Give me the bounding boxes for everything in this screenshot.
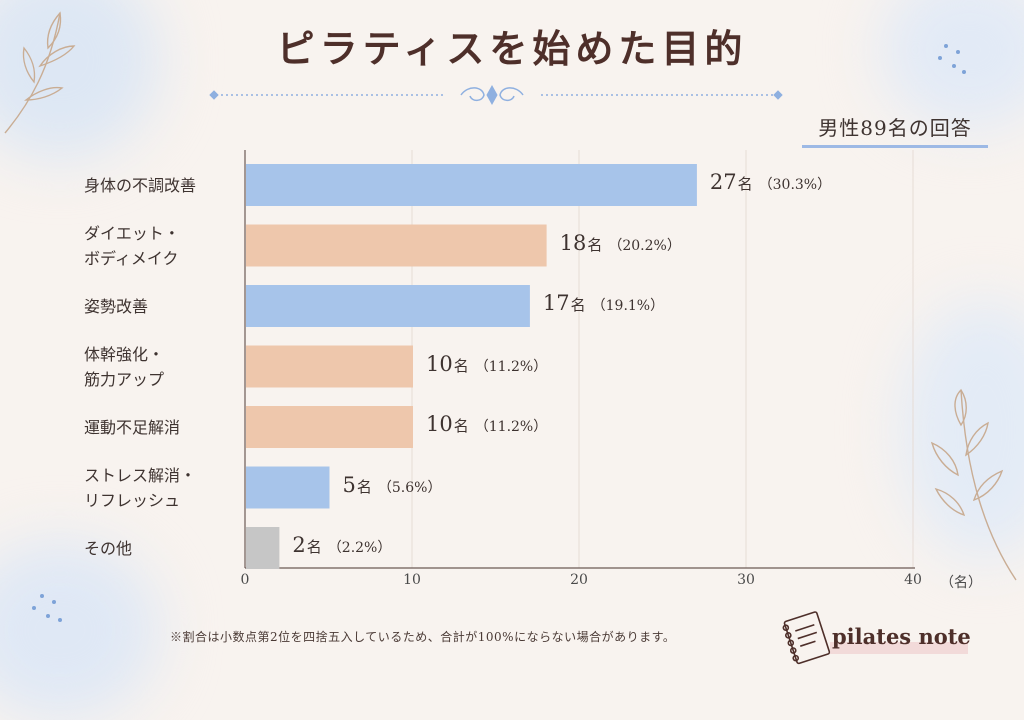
x-tick-label: 0	[240, 572, 250, 588]
footnote: ※割合は小数点第2位を四捨五入しているため、合計が100%にならない場合がありま…	[170, 630, 676, 644]
value-label: 10名 （11.2%）	[426, 352, 547, 376]
category-label-line: ボディメイク	[84, 248, 179, 268]
category-label: 運動不足解消	[84, 415, 180, 440]
value-unit: 名	[587, 235, 603, 254]
bar	[246, 345, 413, 388]
category-label: 体幹強化・筋力アップ	[84, 342, 164, 392]
category-label-line: その他	[84, 538, 133, 558]
bar	[246, 527, 280, 569]
value-number: 10	[426, 412, 453, 436]
respondent-subtitle: 男性89名の回答	[802, 112, 988, 148]
bar-chart	[244, 150, 915, 569]
bar	[246, 285, 530, 327]
bar	[246, 224, 547, 267]
value-label: 5名 （5.6%）	[343, 473, 442, 497]
category-label: ダイエット・ ボディメイク	[84, 221, 180, 271]
value-number: 17	[542, 291, 570, 315]
bar	[246, 164, 697, 206]
x-tick-label: 10	[403, 572, 421, 588]
brand-logo-text: pilates note	[832, 624, 971, 649]
value-number: 10	[426, 351, 453, 376]
bar	[246, 466, 330, 509]
category-label: その他	[84, 536, 132, 561]
notebook-icon	[782, 611, 831, 665]
value-label: 2名 （2.2%）	[292, 533, 391, 557]
value-percent: （11.2%）	[474, 419, 548, 435]
category-label-line: リフレッシュ	[84, 490, 181, 510]
bg-blob-right	[900, 300, 1024, 560]
category-label-line: 体幹強化・	[84, 344, 165, 364]
category-label-line: 運動不足解消	[84, 417, 181, 437]
category-label-line: ストレス解消・	[84, 465, 197, 485]
bar	[246, 406, 413, 448]
x-tick-label: 40	[904, 572, 922, 588]
value-percent: （20.2%）	[608, 237, 681, 254]
category-label: 姿勢改善	[84, 294, 148, 319]
value-percent: （11.2%）	[474, 358, 548, 375]
value-percent: （30.3%）	[758, 177, 832, 193]
value-unit: 名	[570, 296, 586, 314]
value-number: 18	[559, 230, 587, 255]
x-axis-unit-label: （名）	[940, 575, 982, 591]
value-number: 2	[292, 533, 306, 557]
chart-title: ピラティスを始めた目的	[276, 26, 748, 71]
category-label-line: 姿勢改善	[84, 296, 149, 316]
leaf-branch-top-left-icon	[4, 11, 76, 134]
category-label-line: ダイエット・	[84, 223, 180, 243]
value-number: 5	[342, 472, 356, 497]
value-label: 18名 （20.2%）	[560, 231, 681, 255]
category-label: 身体の不調改善	[84, 173, 196, 198]
dots-top-right-icon	[938, 44, 966, 74]
value-unit: 名	[737, 175, 753, 193]
leaf-branch-bottom-right-icon	[930, 388, 1017, 581]
value-percent: （2.2%）	[327, 540, 392, 556]
value-unit: 名	[306, 538, 322, 556]
brand-underline	[830, 642, 968, 654]
value-label: 27名 （30.3%）	[710, 170, 831, 194]
value-unit: 名	[453, 356, 469, 375]
value-unit: 名	[356, 477, 372, 496]
x-tick-label: 30	[737, 572, 755, 588]
value-label: 17名 （19.1%）	[543, 291, 664, 315]
title-divider-ornament	[209, 84, 783, 106]
category-label-line: 筋力アップ	[84, 369, 165, 389]
value-label: 10名 （11.2%）	[426, 412, 547, 436]
value-unit: 名	[453, 417, 469, 435]
value-number: 27	[709, 170, 737, 194]
x-tick-label: 20	[570, 572, 588, 588]
value-percent: （5.6%）	[377, 479, 442, 496]
dots-bottom-left-icon	[32, 594, 62, 622]
category-label-line: 身体の不調改善	[84, 175, 197, 195]
value-percent: （19.1%）	[591, 298, 665, 314]
category-label: ストレス解消・ リフレッシュ	[84, 463, 196, 513]
